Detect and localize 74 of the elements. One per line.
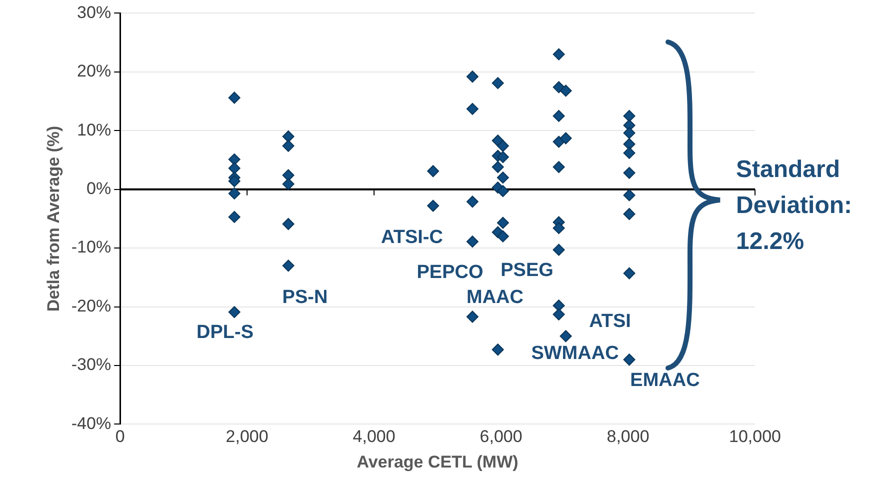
x-axis-title: Average CETL (MW) [356,452,518,472]
point [560,84,572,97]
y-tick-label: 20% [77,62,112,81]
point [466,310,478,323]
point [496,151,509,164]
point [623,354,636,366]
point [427,200,440,212]
annotation: SWMAAC [531,343,619,365]
point [466,102,478,115]
y-tick-label: -40% [71,414,112,433]
point [552,81,565,94]
annotation: PEPCO [416,262,484,284]
annotation: EMAAC [630,370,700,392]
point [282,218,294,230]
y-tick-label: -30% [71,355,112,374]
y-tick-label: -10% [71,238,112,257]
point [496,216,509,229]
point [282,260,294,272]
point [228,175,240,188]
annotation: ATSI [589,311,631,333]
point [466,236,478,248]
x-tick-label: 10,000 [729,427,781,446]
point [496,230,509,242]
point [228,306,240,318]
point [282,169,294,182]
point [623,166,636,179]
point [623,110,636,122]
point [552,48,565,60]
point [552,244,565,256]
point [552,308,565,320]
point [228,210,240,223]
point [560,330,572,342]
point [282,178,294,190]
point [496,172,509,184]
point [552,222,565,234]
point [552,110,565,122]
point [496,185,509,198]
x-tick-label: 2,000 [226,427,268,446]
annotation: PS-N [282,287,328,309]
point [228,153,240,166]
y-tick-label: 0% [86,179,112,198]
x-tick-label: 8,000 [606,427,650,446]
point [282,130,294,142]
x-tick-label: 6,000 [480,427,522,446]
annotation: ATSI-C [381,227,443,249]
point [496,140,509,152]
point [560,132,572,144]
point [228,92,240,104]
y-tick-label: 10% [77,120,112,140]
point [552,136,565,148]
y-tick-label: 30% [77,2,112,22]
point [492,77,504,90]
point [427,165,440,178]
point [228,162,240,174]
point [623,267,636,280]
point [623,189,636,202]
point [492,161,504,174]
point [466,196,478,208]
annotation: PSEG [500,260,554,282]
annotation: MAAC [466,287,524,309]
y-tick-label: -20% [71,296,112,316]
point [552,161,565,174]
point [492,344,504,356]
point [623,208,636,220]
annotation: Standard Deviation: 12.2% [736,155,854,257]
point [623,126,636,139]
point [466,70,478,83]
annotation: DPL-S [196,322,254,344]
y-axis-title: Detla from Average (%) [44,126,63,312]
point [282,140,294,152]
x-tick-label: 0 [115,427,125,446]
point [228,187,240,200]
x-tick-label: 4,000 [352,427,396,446]
point [623,146,636,159]
